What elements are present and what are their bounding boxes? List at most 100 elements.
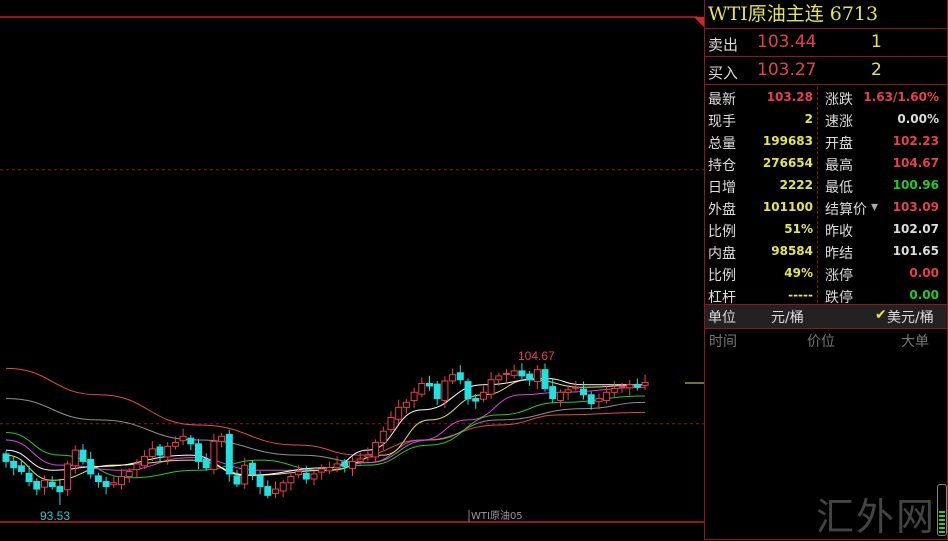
- candle: [464, 378, 472, 405]
- candle: [10, 456, 18, 476]
- candle-body: [572, 386, 580, 389]
- candle: [241, 457, 249, 489]
- candle: [479, 386, 487, 403]
- stat-label: 总量: [708, 136, 736, 152]
- candle-body: [349, 460, 356, 469]
- candle: [456, 365, 464, 385]
- candle: [302, 465, 310, 484]
- stat-row: 杠杆 ----- 跌停 0.00: [705, 285, 948, 307]
- candle-body: [333, 463, 341, 469]
- candle-body: [233, 475, 241, 485]
- stat-value: 1.63/1.60%: [863, 90, 939, 104]
- buy-row[interactable]: 买入 103.27 2: [705, 57, 947, 85]
- unit-selector[interactable]: 单位 元/桶 ✔ 美元/桶: [705, 305, 947, 329]
- candle-body: [141, 455, 149, 467]
- candle-body: [526, 373, 534, 381]
- stat-value: 103.09: [892, 200, 939, 214]
- stat-value: 49%: [784, 266, 813, 280]
- candle-body: [202, 459, 210, 469]
- candle: [603, 386, 611, 404]
- candle: [218, 433, 226, 448]
- candle: [433, 380, 441, 405]
- candle-body: [287, 475, 295, 484]
- candle-body: [310, 473, 318, 480]
- candle-body: [595, 398, 603, 403]
- candle-body: [580, 388, 587, 396]
- candle: [372, 439, 380, 464]
- candle-body: [510, 370, 518, 376]
- candle-body: [610, 388, 618, 393]
- stat-row: 比例 49% 涨停 0.00: [705, 263, 948, 285]
- candle-body: [564, 389, 572, 393]
- candle-body: [110, 482, 118, 486]
- stat-value: 103.28: [766, 90, 813, 104]
- candle-body: [318, 468, 326, 473]
- candle: [171, 436, 179, 450]
- candle: [333, 456, 341, 473]
- candle-body: [464, 381, 472, 400]
- stat-row: 日增 2222 最低 100.96: [705, 175, 948, 197]
- candle: [87, 451, 95, 479]
- stat-label: 结算价: [825, 202, 867, 218]
- scrollbar-thumb[interactable]: [939, 511, 945, 533]
- col-big-order: 大单: [901, 334, 929, 350]
- unit-option-yuan[interactable]: 元/桶: [771, 310, 804, 326]
- stat-value: 276654: [762, 156, 813, 170]
- candle: [610, 380, 618, 397]
- candlestick-chart[interactable]: 104.67 93.53 WTI原油05: [0, 0, 704, 540]
- dropdown-arrow-icon[interactable]: ▾: [871, 199, 879, 215]
- candle: [225, 429, 233, 482]
- candle: [349, 456, 356, 476]
- candle: [133, 459, 141, 478]
- candle: [33, 478, 41, 496]
- candle: [587, 391, 595, 410]
- stat-label: 外盘: [708, 202, 736, 218]
- stat-label: 比例: [708, 268, 736, 284]
- candle: [56, 478, 64, 506]
- candle: [503, 368, 510, 382]
- ticks-header: 时间 价位 大单: [705, 329, 947, 353]
- candle: [102, 476, 110, 495]
- candle-body: [633, 384, 641, 388]
- candle: [580, 381, 587, 400]
- moving-average-line: [5, 398, 646, 464]
- stat-row: 外盘 101100 结算价 103.09 ▾: [705, 197, 948, 219]
- candle-body: [618, 385, 626, 388]
- stat-value: 0.00%: [897, 112, 939, 126]
- candle: [556, 389, 564, 407]
- candle: [518, 363, 526, 381]
- stat-label: 杠杆: [708, 290, 736, 306]
- candle-body: [325, 467, 333, 472]
- stat-row: 持仓 276654 最高 104.67: [705, 153, 948, 175]
- quote-stats-grid: 最新 103.28 涨跌 1.63/1.60% 现手 2 速涨 0.00% 总量 199683 开盘…: [705, 85, 948, 307]
- candle-body: [626, 384, 634, 389]
- candle-body: [387, 416, 395, 430]
- sell-row[interactable]: 卖出 103.44 1: [705, 29, 947, 57]
- stat-label: 涨跌: [825, 92, 853, 108]
- candle-body: [418, 382, 426, 395]
- stat-label: 持仓: [708, 158, 736, 174]
- candle-body: [372, 442, 380, 458]
- scrollbar[interactable]: [937, 484, 947, 536]
- candle-body: [225, 433, 233, 475]
- candle: [41, 475, 48, 495]
- candle-body: [341, 461, 349, 467]
- stat-value: 51%: [784, 222, 813, 236]
- candle: [449, 368, 457, 385]
- candle-body: [641, 381, 649, 386]
- candle: [264, 480, 272, 499]
- candle-body: [587, 394, 595, 405]
- unit-option-usd[interactable]: 美元/桶: [887, 310, 934, 326]
- sell-qty: 1: [871, 32, 882, 52]
- candle-body: [256, 475, 264, 488]
- candle: [341, 458, 349, 473]
- stat-value: 2222: [779, 178, 813, 192]
- candle-body: [410, 391, 418, 401]
- candle-body: [64, 463, 72, 491]
- column-divider: [817, 87, 818, 303]
- candle: [549, 378, 557, 404]
- candle-body: [218, 435, 226, 442]
- candle: [110, 476, 118, 488]
- candle-body: [94, 475, 102, 483]
- candle-body: [402, 401, 410, 408]
